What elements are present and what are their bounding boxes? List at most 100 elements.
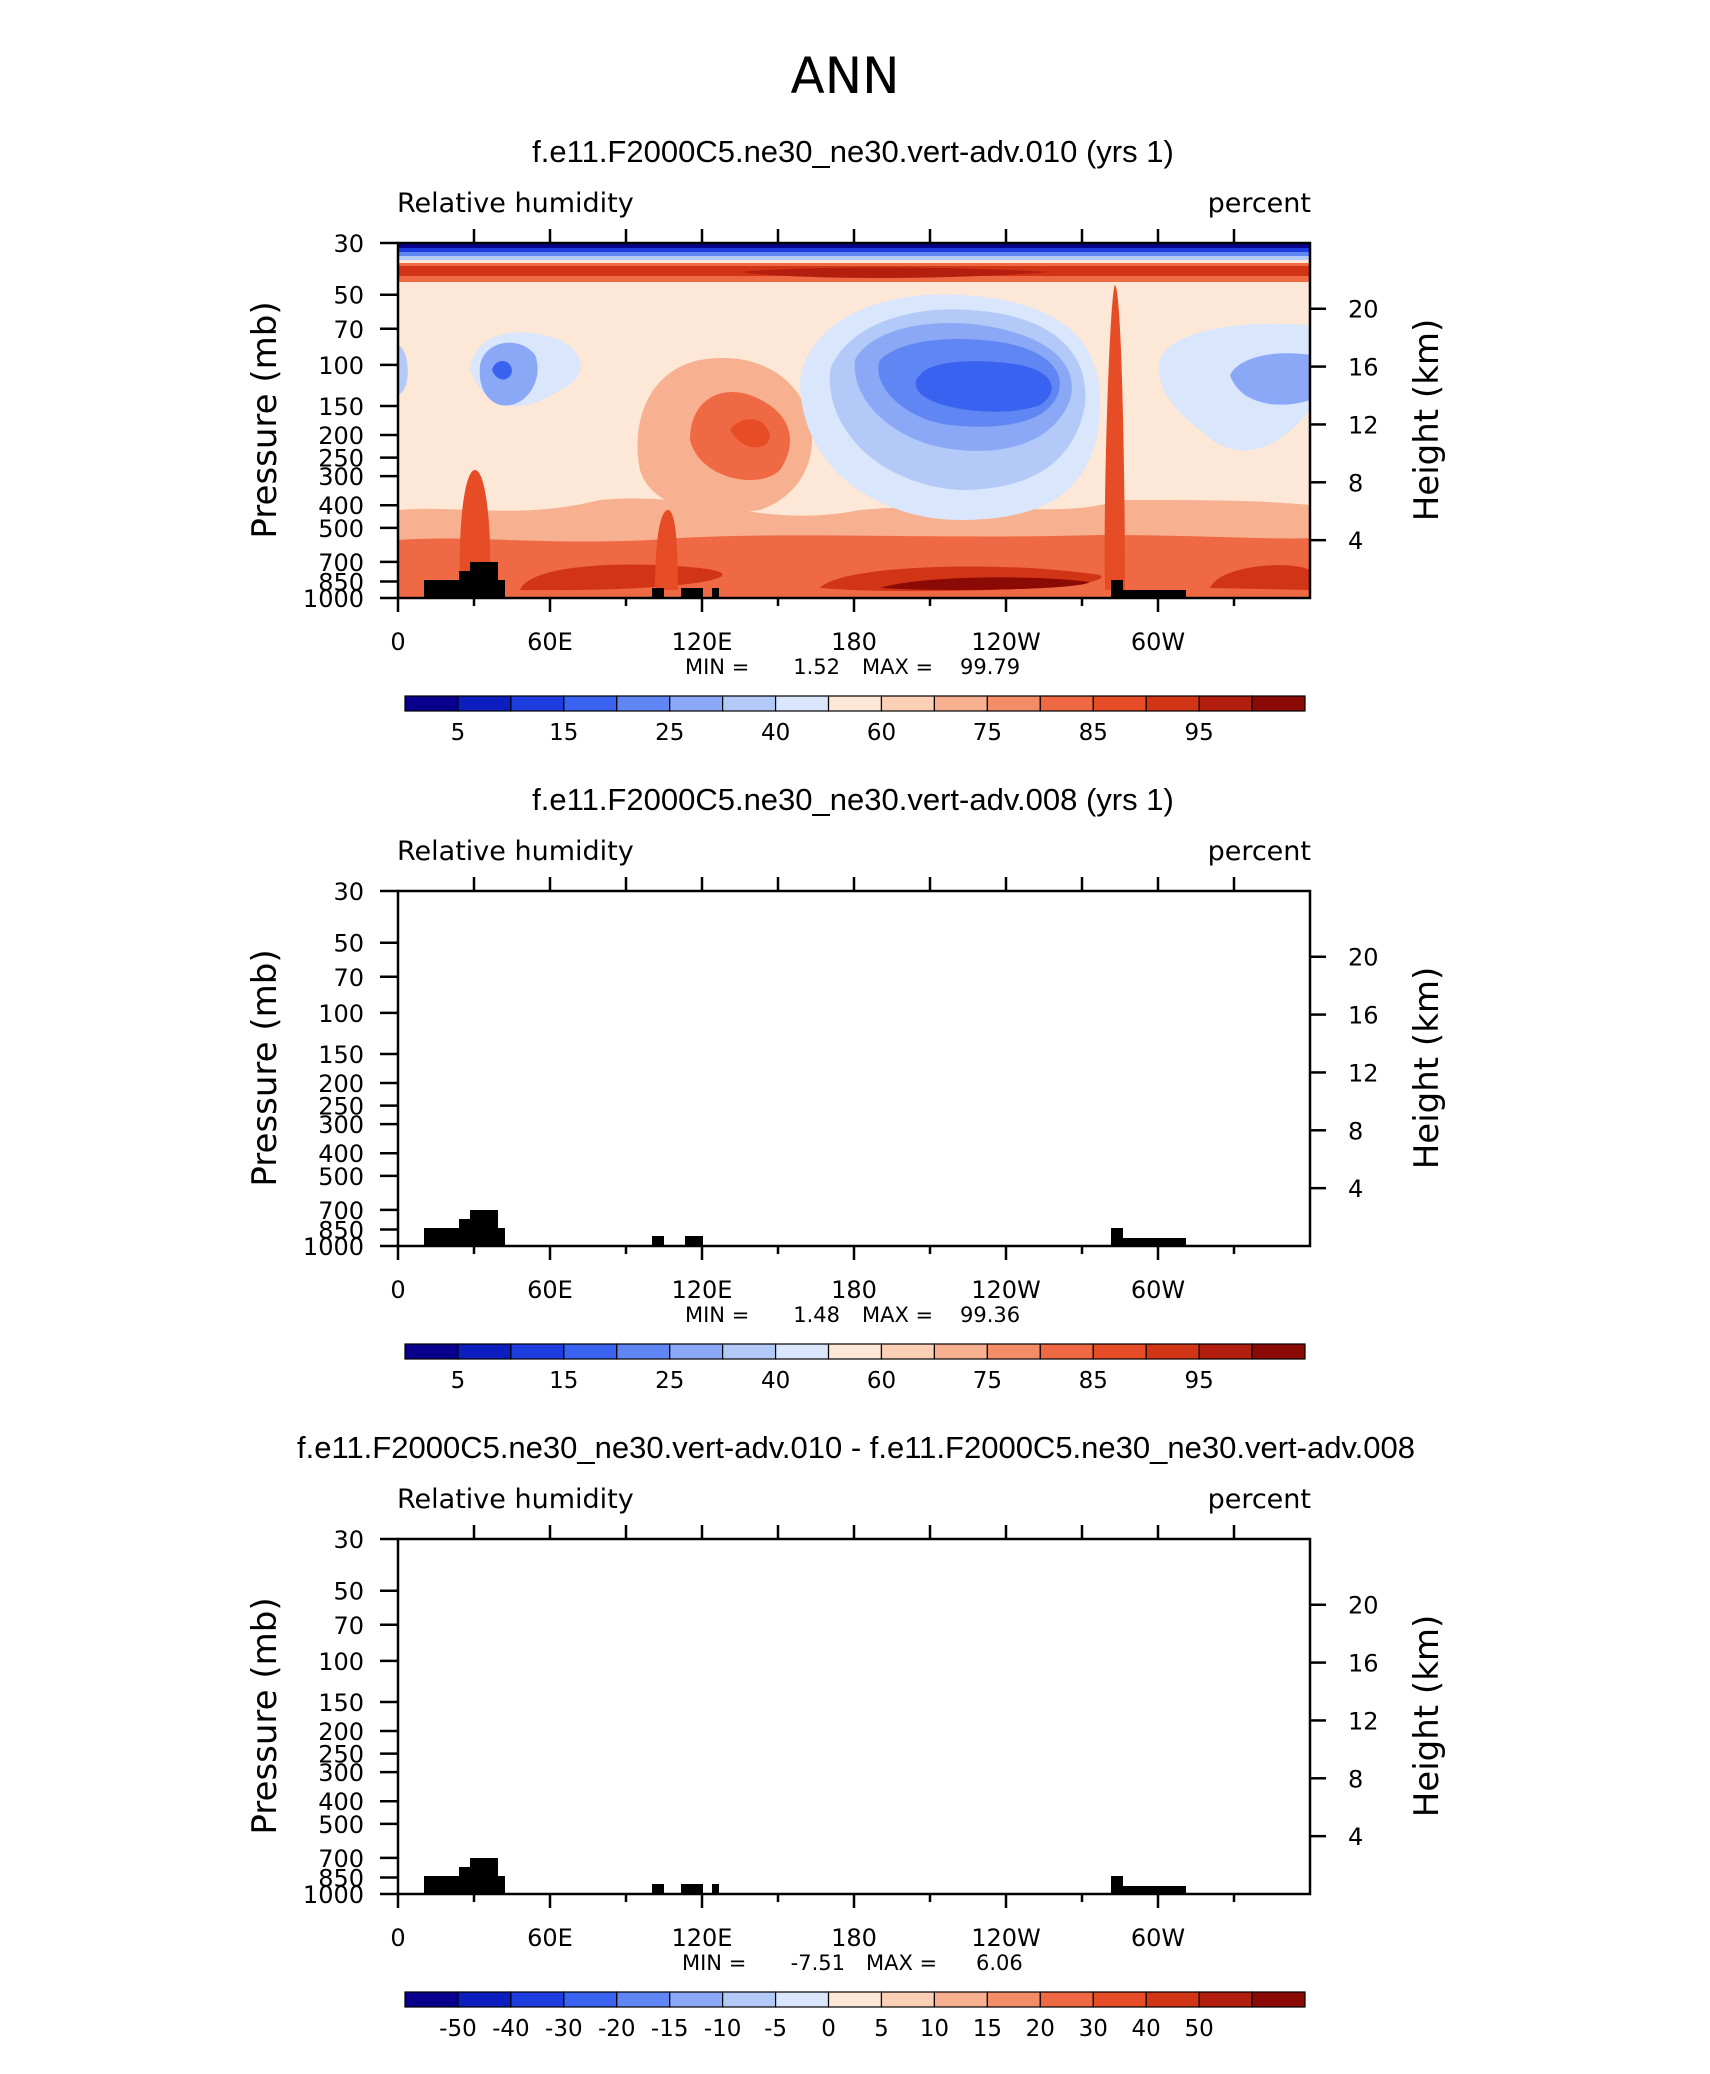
- y-tick-label: 850: [318, 1217, 364, 1245]
- y-axis-label-right: Height (km): [1407, 967, 1447, 1170]
- x-tick-label: 180: [831, 1276, 877, 1304]
- topography-block: [459, 1219, 473, 1246]
- colorbar: -50 -40 -30 -20 -15 -10 -5 0 5 10 15 20 30 40 50: [404, 1991, 1306, 2042]
- contour-region-boundary-layer-max: [870, 1223, 1310, 1238]
- contour-region-strat-2: [398, 896, 1310, 900]
- units-label: percent: [1208, 836, 1311, 867]
- y-tick-label: 150: [318, 1689, 364, 1717]
- panel-1: f.e11.F2000C5.ne30_ne30.vert-adv.010 (yr…: [245, 134, 1447, 746]
- contour-region-positive: [423, 1605, 470, 1766]
- contour-region-spike-100e: [655, 510, 678, 590]
- contour-region-dry-descent-2: [835, 960, 1088, 1133]
- colorbar-swatch: [827, 1991, 883, 2008]
- colorbar-swatch: [669, 1991, 724, 2008]
- topography-mask: [424, 1858, 1186, 1894]
- topography-block: [652, 588, 664, 598]
- max-value: 6.06: [976, 1951, 1023, 1975]
- topography-block: [424, 580, 464, 598]
- y-tick-label: 70: [333, 1612, 364, 1640]
- contour-region-boundary-layer-max: [880, 577, 1090, 590]
- colorbar-swatch: [1092, 1991, 1147, 2008]
- y-tick-label: 30: [333, 1526, 364, 1554]
- contour-region-dry-left-edge: [398, 993, 408, 1043]
- contour-region-strat-4: [398, 904, 1310, 908]
- colorbar-label: 85: [1079, 720, 1108, 746]
- min-value: -7.51: [791, 1951, 845, 1975]
- contour-region-moist-column-max: [730, 419, 770, 448]
- height-tick-label: 8: [1348, 469, 1363, 497]
- contour-region-positive: [799, 1586, 873, 1681]
- contour-region-dry-descent-6: [932, 1019, 1019, 1048]
- contour-base: [398, 1539, 1310, 1894]
- height-tick-label: 16: [1348, 354, 1379, 382]
- x-tick-label: 180: [831, 628, 877, 656]
- x-axis: 0 60E 120E 180 120W 60W: [390, 1525, 1236, 1952]
- contour-region-moist-lower: [398, 1141, 1310, 1246]
- page-title: ANN: [790, 47, 899, 105]
- contour-region-tropopause-max: [760, 915, 1060, 927]
- y-tick-label: 500: [318, 1811, 364, 1839]
- colorbar-label: 60: [867, 1368, 896, 1394]
- height-tick-label: 20: [1348, 296, 1379, 324]
- y-tick-label: 50: [333, 282, 364, 310]
- colorbar-swatch: [510, 695, 565, 712]
- colorbar-label: 40: [761, 1368, 790, 1394]
- height-tick-label: 20: [1348, 944, 1379, 972]
- contour-region-strat-5: [398, 260, 1310, 263]
- y-tick-label: 50: [333, 1578, 364, 1606]
- x-tick-label: 60E: [527, 628, 573, 656]
- colorbar-label: -5: [764, 2016, 787, 2042]
- contour-region-positive: [719, 1570, 771, 1661]
- colorbar-label: -40: [492, 2016, 530, 2042]
- x-tick-label: 120W: [971, 1276, 1041, 1304]
- contour-region-dry-descent-3: [860, 973, 1074, 1097]
- y-tick-label: 300: [318, 1111, 364, 1139]
- y-tick-label: 30: [333, 878, 364, 906]
- min-value: 1.52: [793, 655, 840, 679]
- colorbar-swatch: [404, 1991, 459, 2008]
- colorbar-label: 25: [655, 1368, 684, 1394]
- colorbar-label: -50: [439, 2016, 477, 2042]
- colorbar-swatch: [1251, 1343, 1306, 1360]
- colorbar-swatch: [669, 1343, 724, 1360]
- colorbar-label: -10: [704, 2016, 742, 2042]
- colorbar-label: 15: [549, 720, 578, 746]
- colorbar-label: 5: [451, 720, 466, 746]
- colorbar-swatch: [774, 695, 830, 712]
- colorbar-swatch: [1145, 1343, 1200, 1360]
- x-tick-label: 120W: [971, 1924, 1041, 1952]
- contour-region-boundary-layer: [398, 1178, 1310, 1246]
- colorbar-swatch: [774, 1343, 830, 1360]
- topography-block: [470, 1210, 498, 1246]
- colorbar-swatch: [880, 1343, 936, 1360]
- colorbar-swatch: [563, 1991, 618, 2008]
- y-tick-label: 850: [318, 569, 364, 597]
- y-axis-label-left: Pressure (mb): [245, 949, 285, 1186]
- plot-frame: [396, 1537, 1312, 1896]
- contour-region-positive-strong: [597, 1670, 617, 1690]
- colorbar-swatch: [827, 695, 883, 712]
- colorbar-swatch: [986, 695, 1041, 712]
- colorbar-label: 0: [821, 2016, 836, 2042]
- colorbar-swatch: [1145, 1991, 1200, 2008]
- colorbar-swatch: [1198, 695, 1253, 712]
- units-label: percent: [1208, 188, 1311, 219]
- contour-region-negative: [1112, 1612, 1157, 1629]
- contour-region-strat-5: [398, 908, 1310, 911]
- y-tick-label: 300: [318, 1759, 364, 1787]
- colorbar-swatch: [827, 1343, 883, 1360]
- colorbar-swatch: [933, 695, 988, 712]
- contour-region-strat-3: [398, 252, 1310, 256]
- colorbar-label: 85: [1079, 1368, 1108, 1394]
- colorbar: 5 15 25 40 60 75 85 95: [404, 1343, 1306, 1394]
- y-tick-label: 500: [318, 515, 364, 543]
- colorbar-label: 95: [1184, 1368, 1213, 1394]
- colorbar-swatch: [404, 695, 459, 712]
- topography-block: [470, 562, 498, 598]
- topography-block: [459, 1867, 473, 1894]
- y-tick-label: 100: [318, 352, 364, 380]
- topography-block: [652, 1884, 664, 1894]
- contour-region-dry-30w-3: [1270, 1022, 1302, 1033]
- y-tick-label: 400: [318, 1140, 364, 1168]
- variable-label: Relative humidity: [397, 836, 634, 867]
